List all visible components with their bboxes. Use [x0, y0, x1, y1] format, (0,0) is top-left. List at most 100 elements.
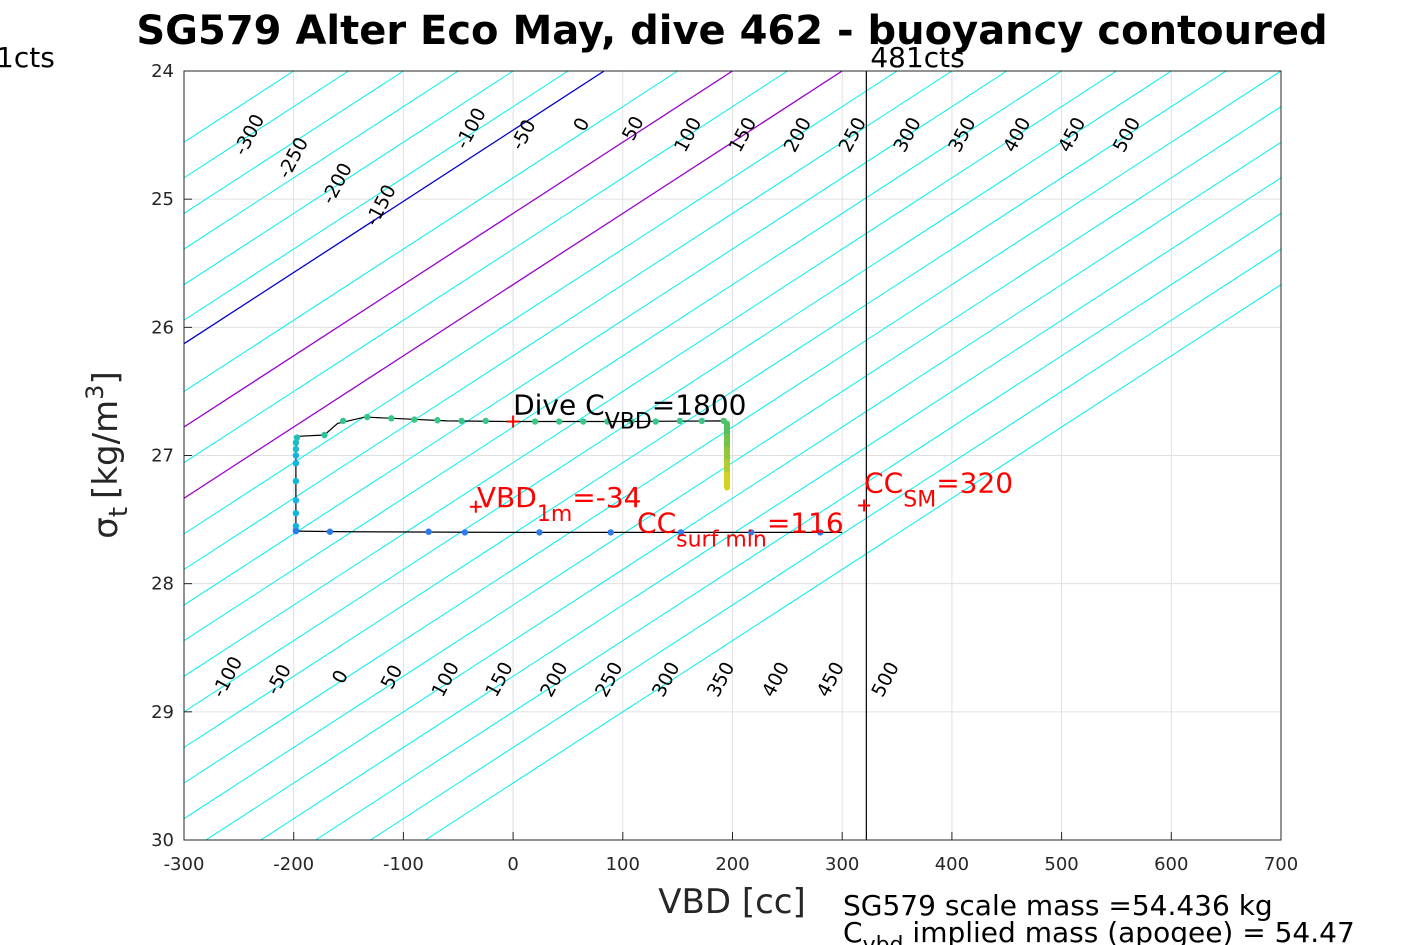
footer-scale-mass: SG579 scale mass =54.436 kg: [843, 889, 1273, 922]
y-label-close: ]: [86, 371, 126, 384]
dive-points: [292, 413, 824, 536]
contour-label-top: 300: [889, 114, 925, 156]
annotation-dive-cvbd-part: Dive C: [513, 388, 605, 421]
annotation-vbd-1m: VBD1m=-34: [477, 481, 642, 527]
contour-line: [184, 71, 569, 321]
y-label-sigma: σ: [86, 517, 126, 539]
dive-point: [698, 417, 705, 425]
dive-point: [628, 418, 635, 425]
contour-line: [184, 71, 1227, 749]
contour-line: [184, 106, 1281, 820]
contour-label-bottom: 0: [328, 666, 353, 687]
footer-implied-tail: implied mass (apogee) = 54.47: [904, 916, 1355, 945]
y-tick-label: 29: [151, 702, 174, 723]
contour-label-top: 400: [999, 114, 1035, 156]
dive-point: [676, 417, 684, 425]
contour-label-top: -50: [507, 116, 541, 154]
contour-label-bottom: 250: [591, 658, 627, 700]
dive-point: [292, 477, 300, 485]
dive-point: [292, 522, 300, 530]
x-tick-label: 500: [1044, 854, 1078, 875]
climb-point: [536, 529, 543, 536]
contour-line: [205, 141, 1281, 840]
dive-point: [292, 459, 300, 467]
contour-line: [184, 71, 1062, 642]
contour-line: [370, 248, 1281, 840]
contour-label-bottom: -100: [208, 653, 248, 701]
grid-lines: [183, 70, 1282, 841]
contour-label-top: 350: [944, 114, 980, 156]
x-tick-label: 400: [935, 854, 969, 875]
contour-label-top: 150: [725, 114, 761, 156]
dive-point: [434, 417, 441, 424]
contour-label-bottom: 400: [758, 658, 794, 700]
contour-label-top: -150: [361, 181, 401, 229]
dive-point: [580, 418, 587, 425]
y-tick-label: 25: [151, 189, 174, 210]
annotation-vbd-1m-part: VBD: [477, 481, 537, 514]
annotation-dive-cvbd: Dive CVBD=1800: [513, 388, 746, 434]
contour-line: [184, 71, 1117, 677]
contour-label-top: -300: [230, 111, 270, 159]
dive-point: [531, 418, 539, 425]
x-axis-label: VBD [cc]: [658, 882, 806, 922]
dive-point: [292, 497, 300, 504]
annotation-cc-surf-min-part: =116: [767, 506, 844, 539]
contour-label-top: 450: [1054, 114, 1090, 156]
contour-line: [184, 71, 459, 250]
contour-line: [315, 212, 1281, 840]
buoyancy-contours: [184, 71, 1281, 840]
contour-label-top: 0: [569, 114, 594, 135]
dive-point: [292, 452, 300, 459]
contour-line: [184, 71, 404, 215]
contour-line: [184, 71, 678, 393]
x-tick-label: 300: [825, 854, 859, 875]
annotation-cc-sm-part: CC: [864, 467, 903, 500]
x-tick-label: 100: [606, 854, 640, 875]
x-tick-label: 600: [1154, 854, 1188, 875]
annotation-cc-surf-min-part: surf min: [676, 527, 767, 552]
contour-line: [260, 177, 1281, 840]
dive-point: [482, 417, 489, 425]
climb-point: [607, 529, 614, 536]
contour-label-bottom: 300: [648, 658, 684, 700]
contour-label-top: 200: [780, 114, 816, 156]
dive-point: [363, 413, 371, 421]
footer-vbd-sub: vbd: [863, 933, 904, 945]
y-label-sub: t: [104, 507, 134, 517]
y-axis-label: σt [kg/m3]: [81, 371, 134, 538]
dive-point: [292, 439, 300, 446]
annotation-cc-sm-part: =320: [936, 467, 1013, 500]
dive-point: [339, 417, 347, 425]
contour-line: [184, 71, 1281, 784]
contour-label-bottom: 50: [377, 661, 408, 693]
dive-point: [292, 445, 300, 453]
contour-line: [184, 71, 953, 571]
contour-label-bottom: 150: [481, 658, 517, 700]
climb-point: [292, 527, 300, 535]
y-tick-label: 24: [151, 61, 174, 82]
climb-path-line: [295, 530, 843, 534]
left-cts-label: 1cts: [0, 41, 55, 74]
dive-point: [604, 418, 611, 425]
vertical-line-481cts: 481cts: [865, 41, 965, 840]
contour-line: [184, 71, 843, 499]
chart-title: SG579 Alter Eco May, dive 462 - buoyancy…: [136, 8, 1327, 54]
dive-point: [388, 415, 395, 422]
dive-point: [555, 418, 563, 425]
annotation-dive-cvbd-part: =1800: [652, 388, 747, 421]
y-tick-label: 27: [151, 446, 174, 467]
annotation-vbd-1m-part: 1m: [537, 502, 572, 527]
y-tick-label: 30: [151, 830, 174, 851]
y-tick-label: 26: [151, 317, 174, 338]
contour-line: [184, 71, 788, 464]
y-tick-label: 28: [151, 574, 174, 595]
contour-line: [184, 71, 1008, 606]
contour-label-bottom: 450: [813, 658, 849, 700]
x-tick-label: -300: [164, 854, 205, 875]
contour-label-bottom: 100: [428, 658, 464, 700]
contour-label-bottom: -50: [262, 661, 296, 699]
contour-label-top: -250: [273, 134, 313, 182]
annotation-vbd-1m-part: =-34: [572, 481, 641, 514]
